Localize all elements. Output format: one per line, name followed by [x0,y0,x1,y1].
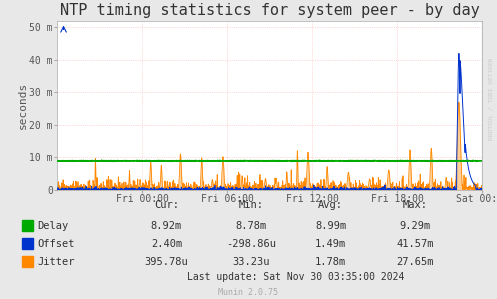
Text: 8.78m: 8.78m [236,221,266,231]
Text: 395.78u: 395.78u [145,257,188,267]
Text: RRDTOOL / TOBI OETIKER: RRDTOOL / TOBI OETIKER [488,57,493,140]
Text: 8.92m: 8.92m [151,221,182,231]
Text: 2.40m: 2.40m [151,239,182,249]
Text: 8.99m: 8.99m [315,221,346,231]
Text: -298.86u: -298.86u [226,239,276,249]
Text: Munin 2.0.75: Munin 2.0.75 [219,288,278,297]
Title: NTP timing statistics for system peer - by day: NTP timing statistics for system peer - … [60,3,480,18]
Text: Offset: Offset [37,239,75,249]
Text: Max:: Max: [403,200,427,210]
Text: 41.57m: 41.57m [396,239,434,249]
Text: Cur:: Cur: [154,200,179,210]
Text: 33.23u: 33.23u [232,257,270,267]
Text: Delay: Delay [37,221,69,231]
Text: Avg:: Avg: [318,200,343,210]
Text: 1.49m: 1.49m [315,239,346,249]
Text: Jitter: Jitter [37,257,75,267]
Text: 1.78m: 1.78m [315,257,346,267]
Text: Min:: Min: [239,200,263,210]
Text: 27.65m: 27.65m [396,257,434,267]
Text: 9.29m: 9.29m [400,221,430,231]
Text: Last update: Sat Nov 30 03:35:00 2024: Last update: Sat Nov 30 03:35:00 2024 [187,271,405,282]
Y-axis label: seconds: seconds [18,82,28,129]
